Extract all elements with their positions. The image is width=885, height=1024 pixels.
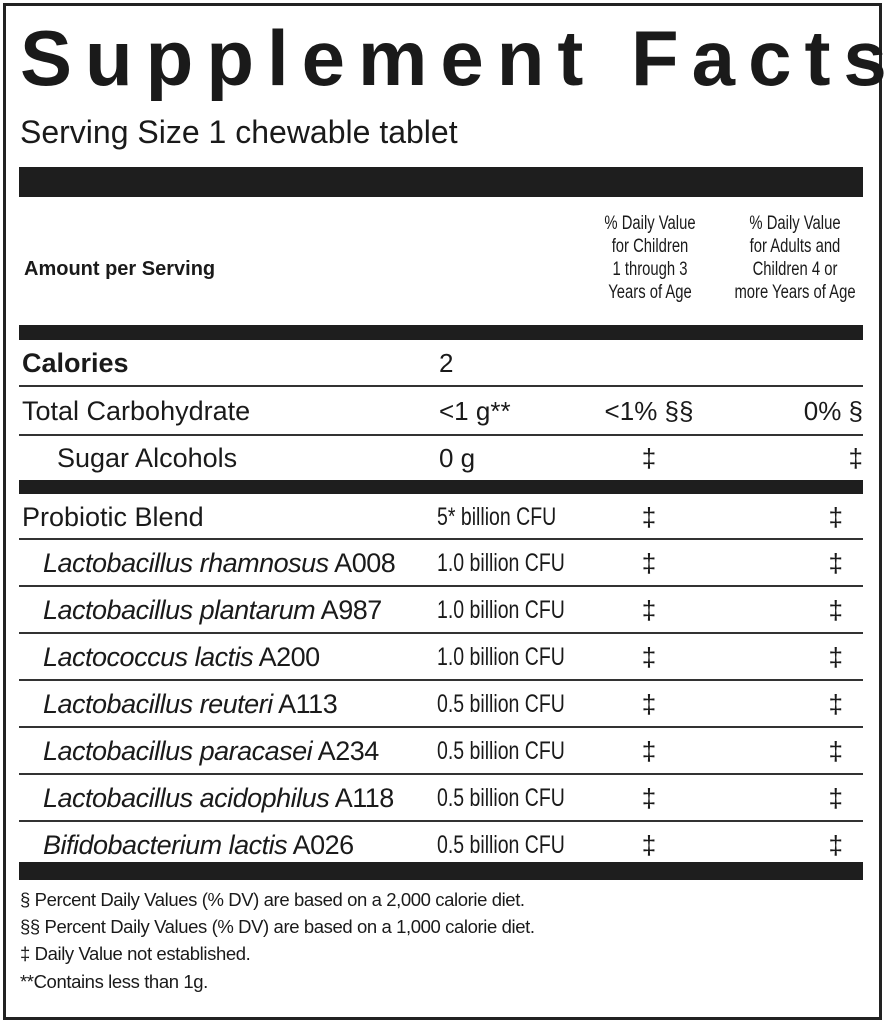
label-title: Supplement Facts [20, 14, 885, 102]
divider-bar [19, 480, 863, 494]
serving-size: Serving Size 1 chewable tablet [20, 114, 458, 150]
divider-bar [19, 862, 863, 880]
table-row: Probiotic Blend 5* billion CFU ‡ ‡ [19, 494, 863, 540]
strain-code: A234 [312, 736, 380, 766]
dv2-cell: ‡ [828, 595, 843, 625]
header-line: 1 through 3 [612, 259, 688, 280]
name-cell: Calories [22, 348, 129, 378]
dv-children-header: % Daily Value for Children 1 through 3 Y… [592, 212, 709, 304]
amtn-cell: 0.5 billion CFU [437, 784, 565, 812]
amtn-cell: 0.5 billion CFU [437, 690, 565, 718]
header-line: % Daily Value [604, 213, 696, 234]
dv1-cell: ‡ [641, 689, 657, 719]
dv2-cell: ‡ [828, 830, 843, 860]
strain-code: A118 [329, 783, 395, 813]
table-row: Lactobacillus plantarum A987 1.0 billion … [19, 587, 863, 634]
label-border [3, 3, 882, 1020]
dv1-cell: ‡ [641, 548, 657, 578]
dv2-cell: ‡ [828, 689, 843, 719]
header-line: for Adults and [749, 236, 841, 257]
table-row: Calories 2 [19, 340, 863, 387]
name-cell: Sugar Alcohols [57, 443, 238, 473]
dv2-cell: 0% § [803, 396, 863, 426]
strain-name: Lactobacillus paracasei A234 [43, 728, 379, 775]
amtn-cell: 0.5 billion CFU [437, 737, 565, 765]
footnote: § Percent Daily Values (% DV) are based … [20, 889, 525, 910]
divider-bar [19, 325, 863, 340]
amtn-cell: 0.5 billion CFU [437, 831, 565, 859]
header-line: Children 4 or [752, 259, 838, 280]
amt-cell: 2 [439, 348, 454, 378]
strain-code: A987 [315, 595, 383, 625]
table-row: Lactobacillus paracasei A234 0.5 billion … [19, 728, 863, 775]
amtn-cell: 1.0 billion CFU [437, 549, 565, 577]
dv-adults-header: % Daily Value for Adults and Children 4 … [733, 212, 858, 304]
strain-name: Lactococcus lactis A200 [43, 634, 320, 681]
dv2-cell: ‡ [828, 502, 843, 532]
table-row: Sugar Alcohols 0 g ‡ ‡ [19, 436, 863, 480]
header-line: Years of Age [608, 282, 692, 303]
header-line: for Children [611, 236, 689, 257]
amtn-cell: 1.0 billion CFU [437, 643, 565, 671]
species: Lactobacillus paracasei [43, 736, 313, 766]
strain-name: Lactobacillus plantarum A987 [43, 587, 382, 634]
dv2-cell: ‡ [828, 642, 843, 672]
dv1-cell: ‡ [641, 830, 657, 860]
footnote: ‡ Daily Value not established. [20, 943, 251, 964]
dv2-cell: ‡ [848, 443, 863, 473]
table-row: Lactobacillus reuteri A113 0.5 billion CF… [19, 681, 863, 728]
table-row: Bifidobacterium lactis A026 0.5 billion C… [19, 822, 863, 869]
table-row: Total Carbohydrate <1 g** <1% §§ 0% § [19, 387, 863, 436]
amt-cell: 0 g [439, 443, 476, 473]
dv1-cell: ‡ [641, 783, 657, 813]
strain-name: Bifidobacterium lactis A026 [43, 822, 354, 869]
dv1-cell: ‡ [641, 502, 657, 532]
dv1-cell: ‡ [641, 736, 657, 766]
species: Lactobacillus rhamnosus [43, 548, 329, 578]
footnote: **Contains less than 1g. [20, 971, 208, 992]
amtn-cell: 5* billion CFU [437, 503, 557, 531]
strain-name: Lactobacillus rhamnosus A008 [43, 540, 396, 587]
footnote: §§ Percent Daily Values (% DV) are based… [20, 916, 535, 937]
strain-code: A113 [272, 689, 338, 719]
strain-code: A200 [253, 642, 321, 672]
header-line: more Years of Age [734, 282, 856, 303]
strain-name: Lactobacillus acidophilus A118 [43, 775, 394, 822]
amount-per-serving-header: Amount per Serving [24, 258, 216, 280]
species: Lactococcus lactis [43, 642, 254, 672]
dv1-cell: <1% §§ [604, 396, 694, 426]
strain-code: A026 [287, 830, 355, 860]
species: Lactobacillus acidophilus [43, 783, 330, 813]
dv1-cell: ‡ [641, 595, 657, 625]
species: Bifidobacterium lactis [43, 830, 288, 860]
dv2-cell: ‡ [828, 736, 843, 766]
table-row: Lactobacillus acidophilus A118 0.5 billio… [19, 775, 863, 822]
name-cell: Probiotic Blend [22, 502, 204, 532]
strain-code: A008 [328, 548, 396, 578]
amt-cell: <1 g** [439, 396, 511, 426]
table-row: Lactococcus lactis A200 1.0 billion CFU ‡ ‡ [19, 634, 863, 681]
table-row: Lactobacillus rhamnosus A008 1.0 billion … [19, 540, 863, 587]
species: Lactobacillus reuteri [43, 689, 273, 719]
dv2-cell: ‡ [828, 783, 843, 813]
dv1-cell: ‡ [641, 642, 657, 672]
strain-name: Lactobacillus reuteri A113 [43, 681, 338, 728]
header-line: % Daily Value [749, 213, 841, 234]
dv2-cell: ‡ [828, 548, 843, 578]
dv1-cell: ‡ [641, 443, 657, 473]
amtn-cell: 1.0 billion CFU [437, 596, 565, 624]
name-cell: Total Carbohydrate [22, 396, 251, 426]
divider-bar [19, 167, 863, 197]
species: Lactobacillus plantarum [43, 595, 316, 625]
